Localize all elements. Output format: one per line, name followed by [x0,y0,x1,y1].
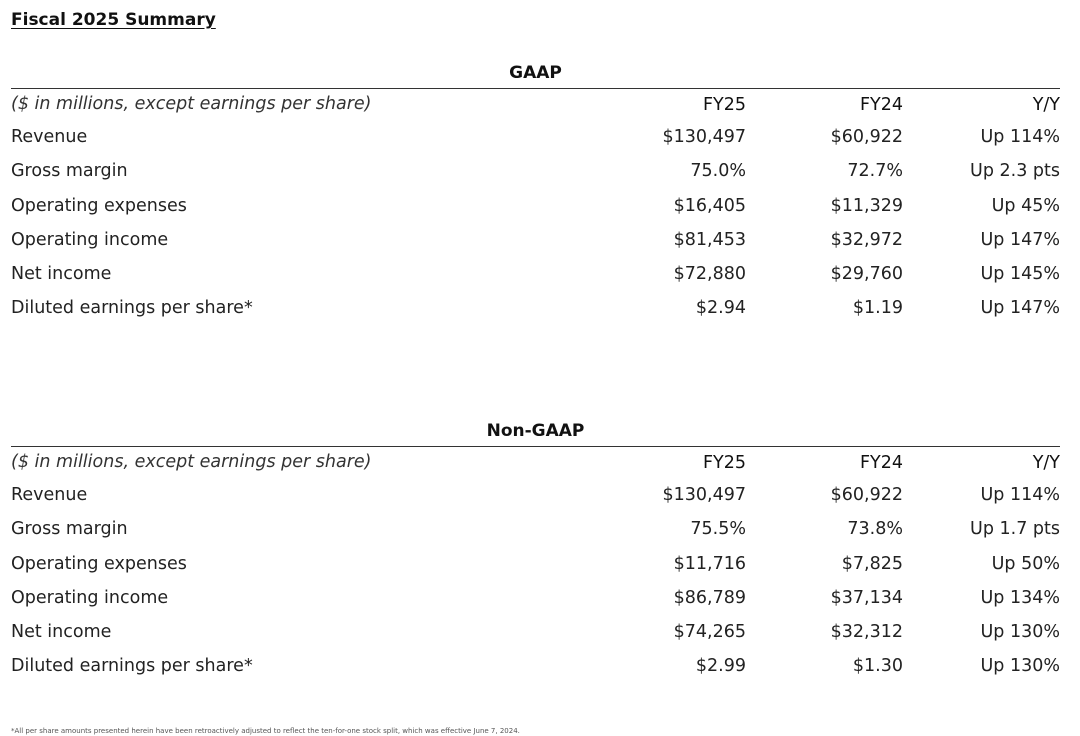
fy24-value: 72.7% [847,161,903,182]
gaap-row-revenue: Revenue $130,497 $60,922 Up 114% [11,120,1060,154]
footnote: *All per share amounts presented herein … [11,727,520,735]
yy-change: Up 45% [991,195,1060,216]
yy-change: Up 50% [991,553,1060,574]
yy-change: Up 134% [980,587,1060,608]
non-gaap-heading: Non-GAAP [11,416,1060,447]
page-title: Fiscal 2025 Summary [11,10,216,30]
fy24-value: $29,760 [830,264,903,285]
yy-change: Up 147% [980,229,1060,250]
fy24-value: $1.19 [852,298,903,319]
fy24-value: $37,134 [830,587,903,608]
non-gaap-col-yy: Y/Y [1032,452,1060,473]
non-gaap-row-diluted-eps: Diluted earnings per share* $2.99 $1.30 … [11,649,1060,683]
row-label: Gross margin [11,161,128,182]
fy24-value: $11,329 [830,195,903,216]
gaap-header-row: ($ in millions, except earnings per shar… [11,89,1060,120]
non-gaap-col-fy25: FY25 [702,452,746,473]
non-gaap-row-operating-income: Operating income $86,789 $37,134 Up 134% [11,581,1060,615]
fy25-value: $86,789 [673,587,746,608]
gaap-section: GAAP ($ in millions, except earnings per… [11,58,1060,326]
gaap-col-fy25: FY25 [702,94,746,115]
row-label: Revenue [11,127,88,147]
fy25-value: $81,453 [673,229,746,250]
non-gaap-units-note: ($ in millions, except earnings per shar… [11,452,372,472]
fy25-value: 75.0% [690,161,746,182]
fy25-value: $130,497 [662,127,746,147]
gaap-col-yy: Y/Y [1032,94,1060,115]
yy-change: Up 147% [980,298,1060,319]
fy24-value: $7,825 [841,553,903,574]
fy25-value: $2.94 [695,298,746,319]
fy25-value: $16,405 [673,195,746,216]
yy-change: Up 114% [980,127,1060,147]
non-gaap-table: ($ in millions, except earnings per shar… [11,447,1060,684]
fy24-value: $32,312 [830,622,903,643]
row-label: Net income [11,264,112,285]
fy25-value: $72,880 [673,264,746,285]
non-gaap-row-gross-margin: Gross margin 75.5% 73.8% Up 1.7 pts [11,512,1060,546]
fy25-value: $2.99 [695,656,746,677]
gaap-row-operating-income: Operating income $81,453 $32,972 Up 147% [11,223,1060,257]
row-label: Operating income [11,229,169,250]
fy25-value: $130,497 [662,485,746,505]
yy-change: Up 1.7 pts [970,519,1060,540]
gaap-heading: GAAP [11,58,1060,89]
non-gaap-header-row: ($ in millions, except earnings per shar… [11,447,1060,478]
fy25-value: $74,265 [673,622,746,643]
gaap-units-note: ($ in millions, except earnings per shar… [11,94,372,114]
gaap-row-gross-margin: Gross margin 75.0% 72.7% Up 2.3 pts [11,154,1060,188]
non-gaap-row-operating-expenses: Operating expenses $11,716 $7,825 Up 50% [11,547,1060,581]
non-gaap-row-revenue: Revenue $130,497 $60,922 Up 114% [11,478,1060,512]
fy24-value: $60,922 [830,127,903,147]
fy24-value: $1.30 [852,656,903,677]
fy24-value: $32,972 [830,229,903,250]
yy-change: Up 130% [980,622,1060,643]
fy25-value: $11,716 [673,553,746,574]
gaap-col-fy24: FY24 [859,94,903,115]
gaap-table: ($ in millions, except earnings per shar… [11,89,1060,326]
non-gaap-section: Non-GAAP ($ in millions, except earnings… [11,416,1060,684]
row-label: Gross margin [11,519,128,540]
yy-change: Up 130% [980,656,1060,677]
fy24-value: $60,922 [830,485,903,505]
non-gaap-col-fy24: FY24 [859,452,903,473]
yy-change: Up 2.3 pts [970,161,1060,182]
row-label: Diluted earnings per share* [11,298,253,319]
row-label: Operating expenses [11,553,187,574]
yy-change: Up 114% [980,485,1060,505]
row-label: Net income [11,622,112,643]
fy25-value: 75.5% [690,519,746,540]
fy24-value: 73.8% [847,519,903,540]
gaap-row-operating-expenses: Operating expenses $16,405 $11,329 Up 45… [11,189,1060,223]
gaap-row-diluted-eps: Diluted earnings per share* $2.94 $1.19 … [11,291,1060,325]
row-label: Operating expenses [11,195,187,216]
gaap-row-net-income: Net income $72,880 $29,760 Up 145% [11,257,1060,291]
non-gaap-row-net-income: Net income $74,265 $32,312 Up 130% [11,615,1060,649]
row-label: Operating income [11,587,169,608]
row-label: Revenue [11,485,88,505]
row-label: Diluted earnings per share* [11,656,253,677]
yy-change: Up 145% [980,264,1060,285]
